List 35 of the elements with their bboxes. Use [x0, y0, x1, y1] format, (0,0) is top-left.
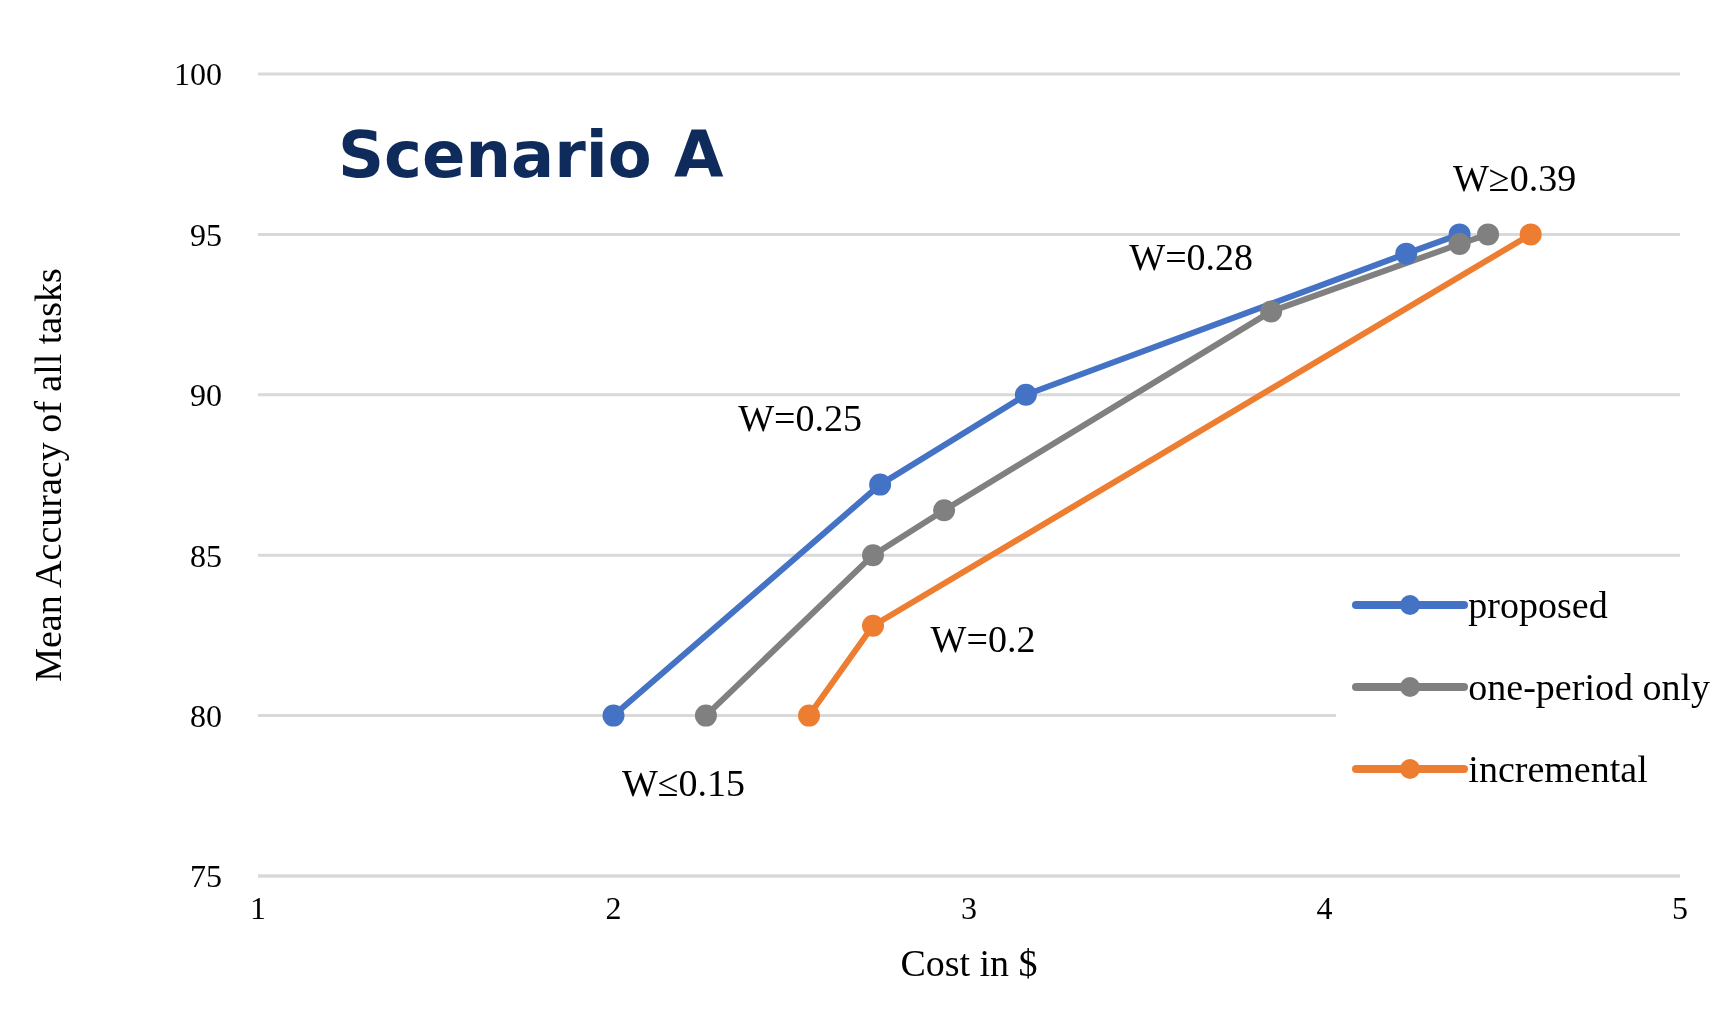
x-axis-title: Cost in $: [900, 942, 1038, 984]
point: [862, 544, 885, 567]
point: [1519, 223, 1542, 246]
text: Scenario A: [338, 118, 724, 192]
x-tick-label: 3: [961, 889, 977, 926]
point: [694, 704, 717, 727]
point: [1260, 300, 1283, 323]
y-axis-title: Mean Accuracy of all tasks: [27, 268, 70, 682]
annotation: W=0.2: [930, 618, 1036, 661]
y-tick-label: 95: [190, 216, 222, 253]
annotation: W=0.25: [738, 397, 863, 440]
legend-label: proposed: [1468, 583, 1608, 627]
legend-label: incremental: [1468, 747, 1648, 791]
legend-label: one-period only: [1468, 665, 1710, 709]
point: [602, 704, 625, 727]
point: [862, 614, 885, 637]
point: [1395, 242, 1418, 265]
point: [869, 473, 892, 496]
annotation: W≥0.39: [1452, 157, 1577, 200]
annotation: W=0.28: [1129, 236, 1254, 279]
x-tick-label: 4: [1316, 889, 1333, 926]
point: [1477, 223, 1500, 246]
point: [798, 704, 821, 727]
x-tick-label: 1: [250, 889, 266, 926]
y-tick-label: 100: [174, 56, 222, 93]
point: [933, 499, 956, 522]
x-tick-label: 5: [1672, 889, 1688, 926]
annotation: W≤0.15: [621, 762, 746, 805]
y-tick-label: 85: [190, 537, 222, 574]
point: [1014, 383, 1037, 406]
point: [1448, 233, 1471, 256]
y-tick-label: 80: [190, 697, 222, 734]
x-tick-label: 2: [605, 889, 622, 926]
y-tick-label: 90: [190, 377, 222, 414]
y-tick-label: 75: [190, 858, 222, 895]
